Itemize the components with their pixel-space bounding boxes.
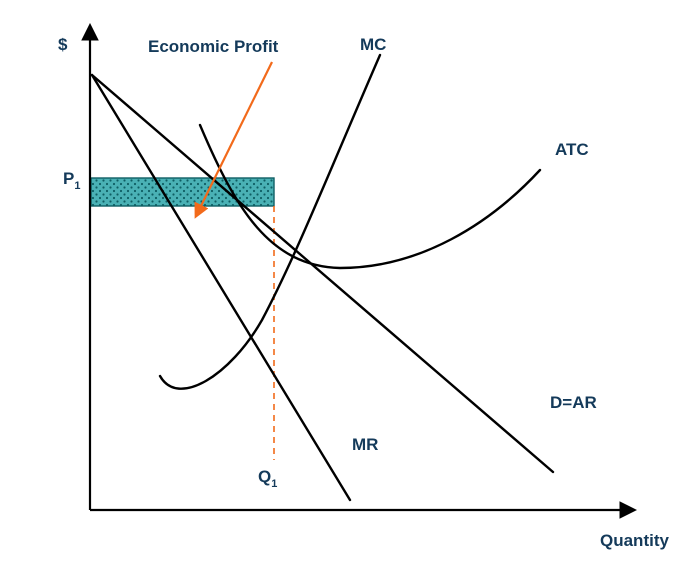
atc-label: ATC (555, 140, 589, 159)
economic-profit-label: Economic Profit (148, 37, 279, 56)
economic-profit-region (91, 178, 274, 206)
demand-ar-curve (92, 75, 553, 472)
y-axis-label: $ (58, 35, 68, 54)
x-axis-label: Quantity (600, 531, 669, 550)
q1-tick-label: Q1 (258, 467, 277, 490)
mc-curve (160, 55, 380, 389)
mr-label: MR (352, 435, 378, 454)
mr-curve (92, 75, 350, 500)
chart-svg: $ Quantity Economic Profit MC ATC D=AR M… (0, 0, 687, 582)
d-ar-label: D=AR (550, 393, 597, 412)
economics-chart: $ Quantity Economic Profit MC ATC D=AR M… (0, 0, 687, 582)
mc-label: MC (360, 35, 386, 54)
p1-tick-label: P1 (63, 169, 80, 192)
